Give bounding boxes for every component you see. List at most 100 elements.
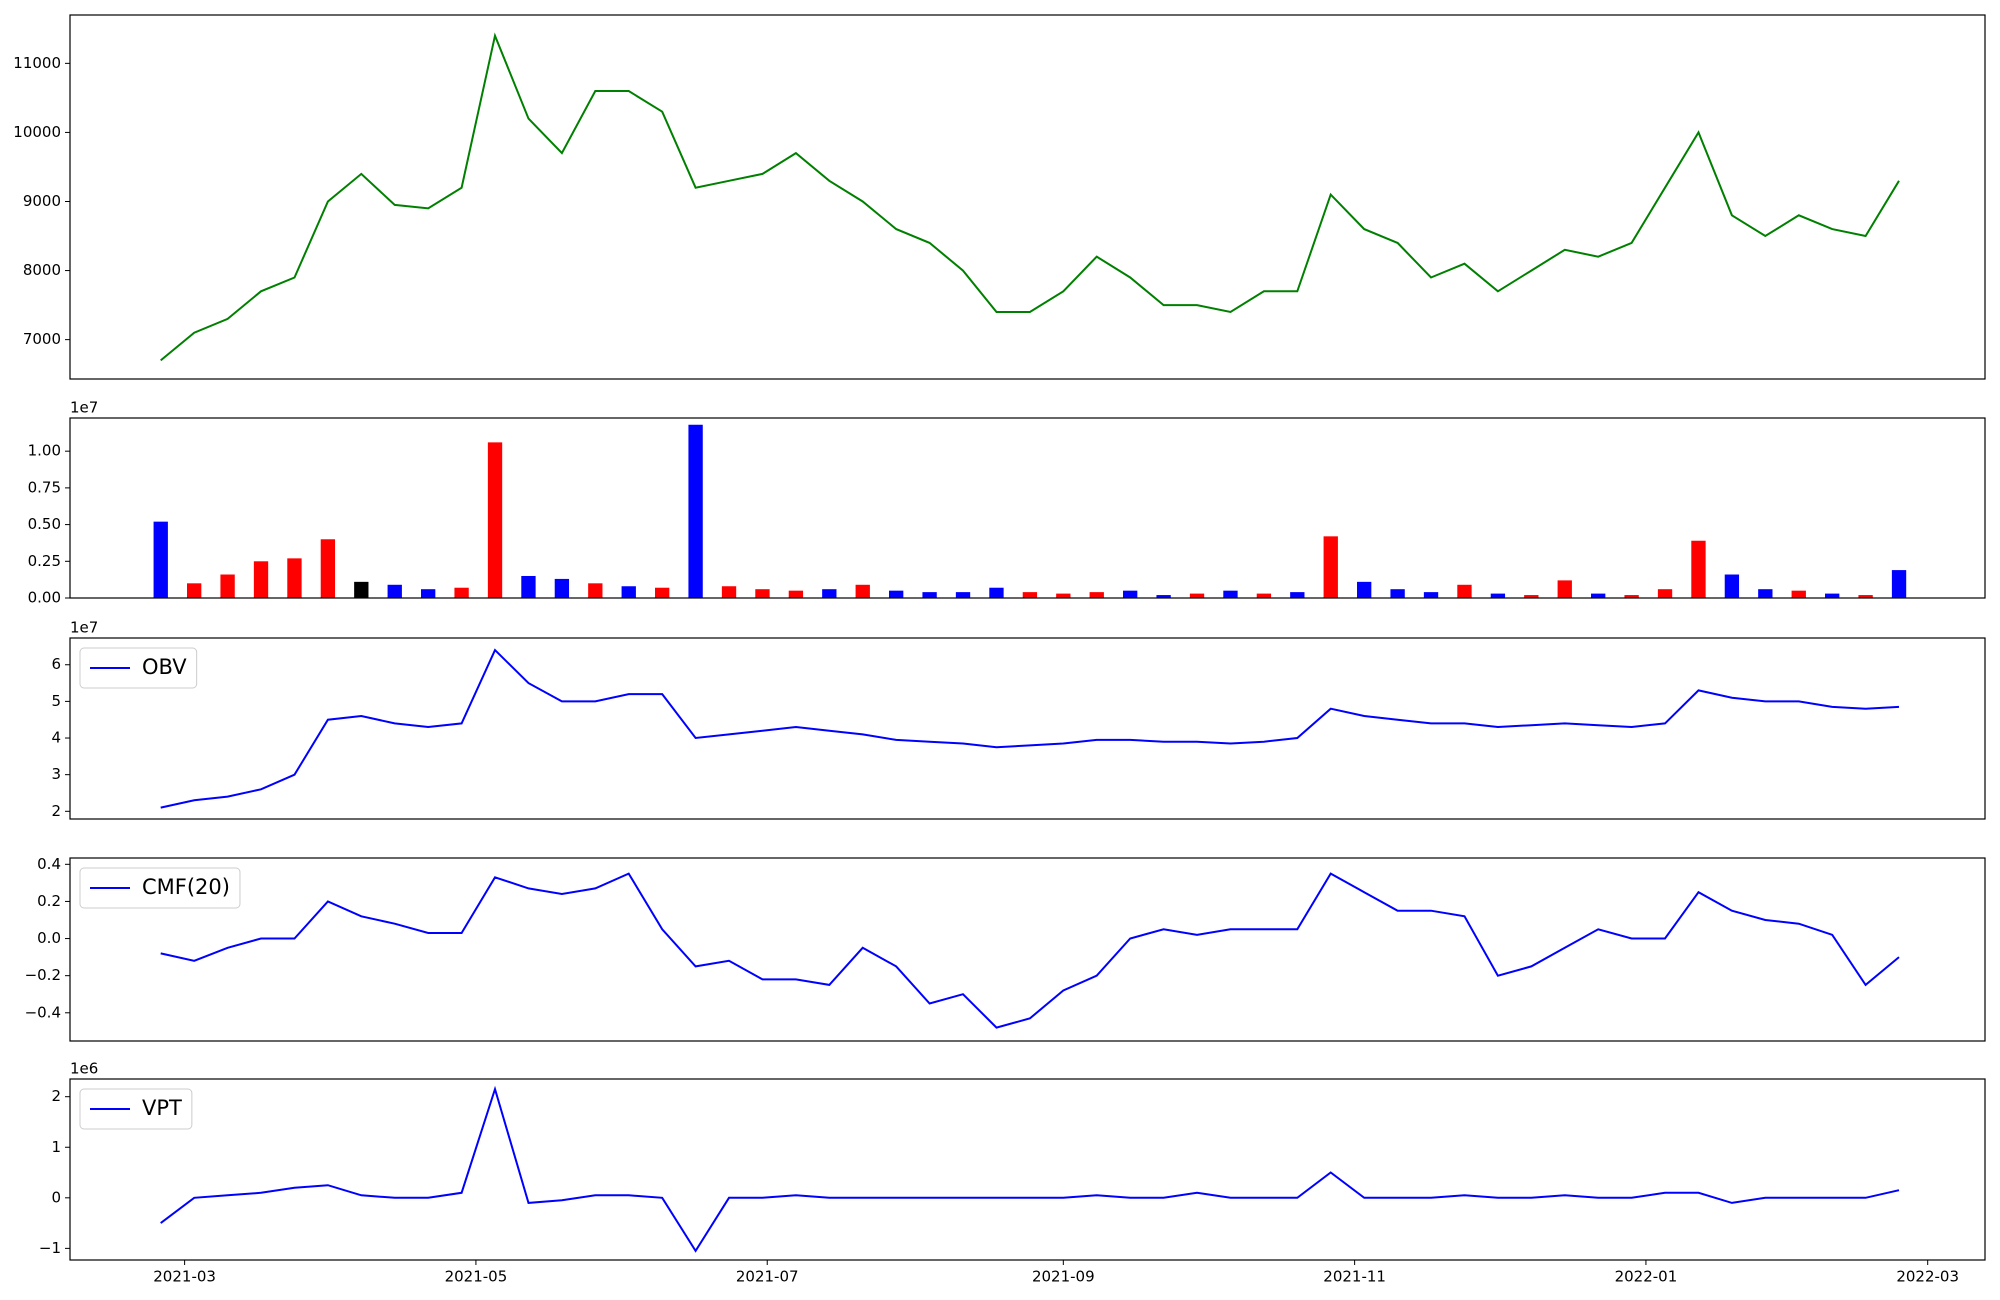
bar [421,589,436,598]
plot-frame [69,637,1986,820]
bar [1089,592,1104,598]
bar [320,539,336,598]
y-tick-label: −0.2 [25,966,61,984]
bar [1758,589,1773,598]
y-tick-label: 0.50 [28,515,61,533]
bar [1156,595,1171,598]
bar [1457,584,1472,598]
y-tick-label: 0 [51,1188,61,1206]
bar [253,561,269,598]
y-tick-label: 0.00 [28,589,61,607]
bar [1357,581,1372,598]
x-tick-label: 2021-03 [153,1268,216,1286]
y-tick-label: 0.4 [37,855,61,873]
bar [788,590,804,598]
bar [1791,590,1806,598]
bar [922,592,937,598]
y-tick-label: 8000 [23,261,61,279]
bar [187,583,202,598]
y-tick-label: 6 [51,655,61,673]
legend-label: CMF(20) [142,875,230,899]
bar [487,442,503,598]
legend [79,1088,193,1130]
axis-offset: 1e7 [70,619,98,637]
x-tick-label: 2021-09 [1032,1268,1095,1286]
y-tick-label: 11000 [13,54,61,72]
bar [688,424,703,598]
bar [454,587,469,598]
x-tick-label: 2022-03 [1896,1268,1959,1286]
bar [1657,589,1673,598]
bar [1223,590,1238,598]
axis-offset: 1e6 [70,1060,98,1078]
y-tick-label: 3 [51,765,61,783]
x-tick-label: 2021-11 [1323,1268,1386,1286]
x-tick-label: 2021-05 [445,1268,508,1286]
y-tick-label: 9000 [23,192,61,210]
bar [220,574,235,598]
bar [1390,589,1405,598]
legend-label: OBV [142,655,187,679]
bar [1825,593,1840,598]
bar [855,584,870,598]
y-tick-label: 1.00 [28,442,61,460]
bar [521,575,536,598]
bar [1290,592,1305,598]
bar [1056,593,1071,598]
bar [1123,590,1138,598]
bar [588,583,603,598]
bar [1256,593,1272,598]
line [160,32,1900,362]
y-tick-label: 2 [51,1087,61,1105]
line [160,872,1900,1029]
y-tick-label: 10000 [13,123,61,141]
y-tick-label: 0.0 [37,929,61,947]
x-tick-label: 2021-07 [736,1268,799,1286]
bar [1022,592,1038,598]
y-tick-label: 2 [51,802,61,820]
y-tick-label: −0.4 [25,1003,61,1021]
bar [1189,593,1205,598]
bar [822,589,837,598]
bar [621,586,636,598]
plot-frame [69,417,1986,599]
bar [554,578,570,598]
bar [354,581,369,598]
bar [1624,595,1639,598]
bar [1891,570,1907,598]
bar [989,587,1004,598]
x-tick-label: 2022-01 [1615,1268,1678,1286]
bar [1423,592,1439,598]
bar [955,592,971,598]
bar [889,590,904,598]
bar [1557,580,1572,598]
plot-frame [69,14,1986,380]
bar [153,521,168,598]
legend-label: VPT [142,1096,182,1120]
bar [655,587,670,598]
legend [79,867,241,909]
line [160,1085,1900,1253]
line [160,648,1900,809]
y-tick-label: −1 [39,1239,61,1257]
bar [1591,593,1606,598]
plot-frame [69,857,1986,1042]
y-tick-label: 4 [51,729,61,747]
bar [287,558,302,598]
bar [1691,540,1706,598]
bar [1490,593,1506,598]
axis-offset: 1e7 [70,399,98,417]
plot-frame [69,1078,1986,1261]
y-tick-label: 0.25 [28,552,61,570]
bar [1858,595,1873,598]
bar [721,586,737,598]
y-tick-label: 0.2 [37,892,61,910]
y-tick-label: 0.75 [28,478,61,496]
bar [1724,574,1740,598]
legend [79,647,198,689]
y-tick-label: 1 [51,1138,61,1156]
y-tick-label: 7000 [23,330,61,348]
bar [387,584,402,598]
bar [1323,536,1338,598]
